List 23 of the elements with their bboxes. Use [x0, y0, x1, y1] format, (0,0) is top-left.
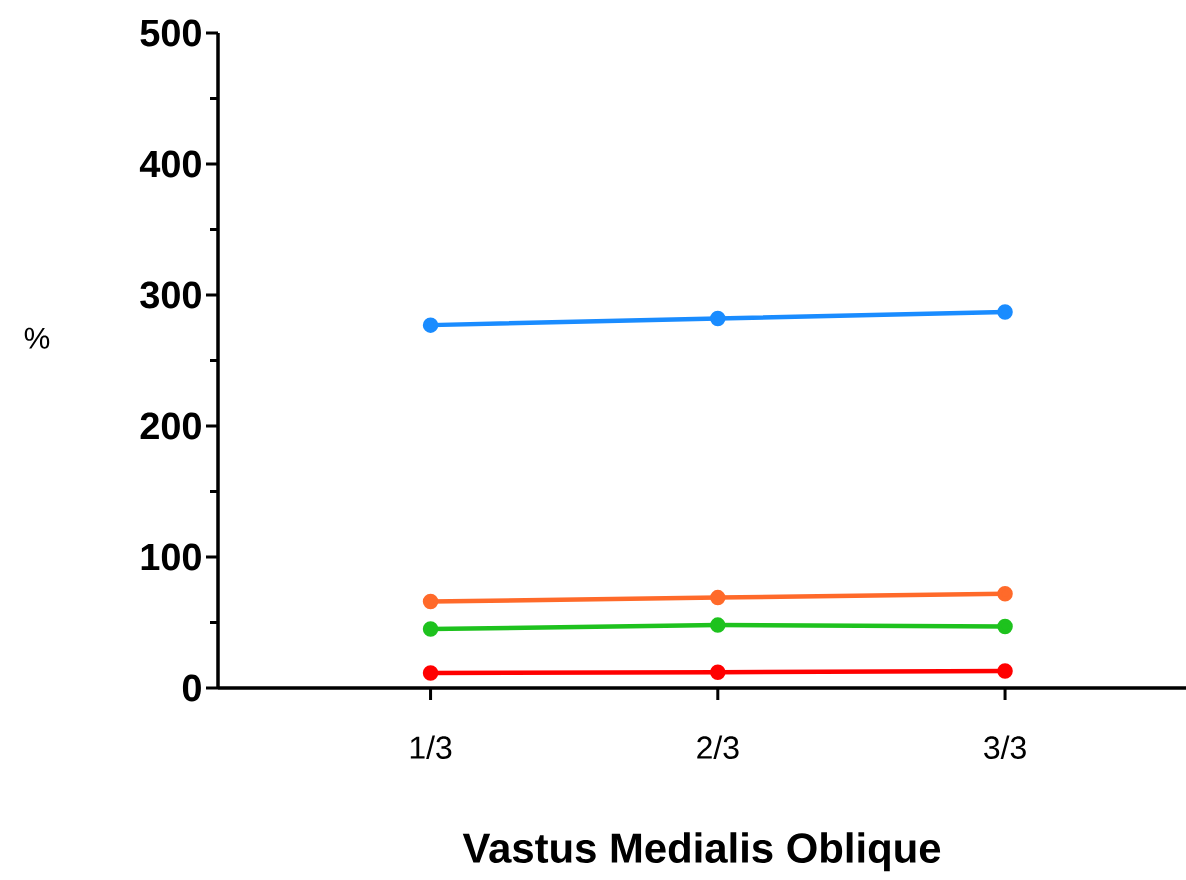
- point: [710, 664, 726, 681]
- y-tick-label: 400: [139, 150, 201, 178]
- point: [422, 621, 439, 637]
- point: [422, 593, 439, 610]
- y-axis-title: %: [24, 327, 50, 349]
- point: [710, 589, 726, 606]
- point: [997, 304, 1013, 320]
- y-tick-label: 100: [141, 543, 201, 571]
- point: [422, 317, 439, 333]
- y-tick-label: 0: [182, 674, 201, 702]
- x-axis-title: Vastus Medialis Oblique: [462, 832, 941, 872]
- x-tick-label: 3/3: [984, 735, 1026, 759]
- point: [997, 618, 1013, 635]
- point: [422, 665, 439, 681]
- point: [997, 585, 1013, 602]
- y-tick-label: 500: [140, 19, 201, 47]
- y-tick-label: 300: [140, 281, 201, 309]
- point: [710, 617, 726, 633]
- x-tick-label: 2/3: [697, 735, 739, 759]
- y-tick-label: 200: [140, 412, 201, 440]
- point: [997, 663, 1013, 679]
- x-tick-label: 1/3: [410, 735, 452, 759]
- point: [710, 310, 726, 327]
